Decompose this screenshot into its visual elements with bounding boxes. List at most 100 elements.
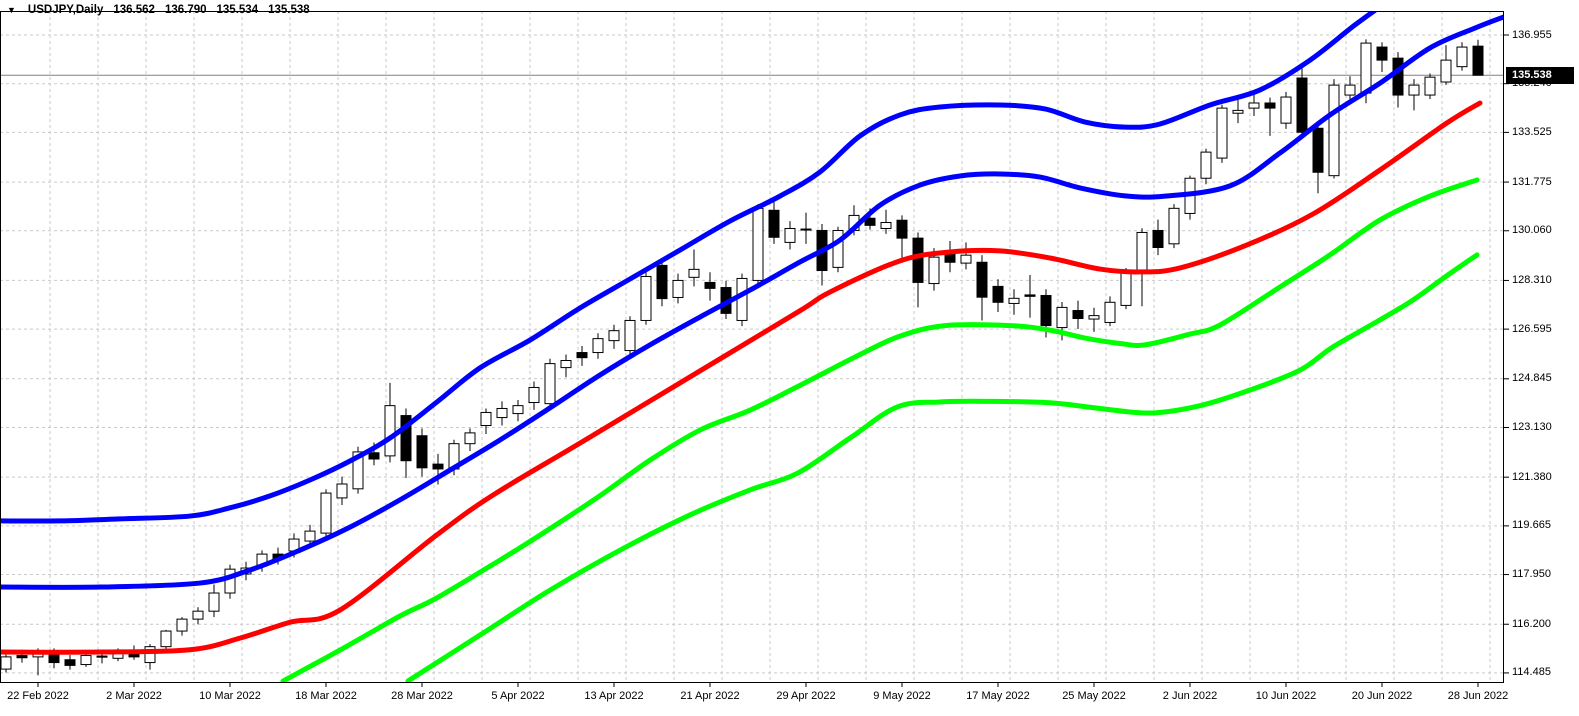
chart-ohlc-header: ▼ USDJPY,Daily 136.562 136.790 135.534 1…	[7, 4, 310, 16]
price-axis-label: 114.485	[1512, 666, 1551, 679]
candle-bearish	[1152, 229, 1164, 249]
candlesticks	[0, 39, 1484, 676]
time-axis-label: 18 Mar 2022	[295, 690, 357, 702]
candle-bullish	[1088, 315, 1100, 320]
current-price-tag: 135.538	[1506, 66, 1574, 84]
candle-bearish	[1024, 294, 1036, 297]
plot-frame	[0, 11, 1504, 683]
candle-bullish	[688, 268, 700, 278]
candle-bullish	[752, 207, 764, 281]
time-axis-label: 20 Jun 2022	[1351, 690, 1413, 702]
candle-bullish	[160, 630, 172, 648]
low-value: 135.534	[216, 4, 259, 16]
price-axis-label: 130.060	[1512, 224, 1552, 237]
candle-bullish	[208, 592, 220, 612]
candle-bullish	[1168, 207, 1180, 245]
candle-bullish	[1456, 46, 1468, 68]
candle-bullish	[192, 610, 204, 620]
candle-bearish	[96, 655, 108, 658]
candle-bearish	[1472, 45, 1484, 76]
candle-bullish	[1216, 107, 1228, 159]
time-axis-label: 9 May 2022	[873, 690, 931, 702]
candle-bullish	[1280, 96, 1292, 124]
time-axis-label: 28 Mar 2022	[391, 690, 453, 702]
candle-bearish	[1376, 46, 1388, 61]
candle-bullish	[1104, 301, 1116, 323]
band-line-lower-band-inner	[280, 177, 1480, 683]
candle-bullish	[592, 338, 604, 354]
price-axis-label: 136.955	[1512, 28, 1552, 41]
candle-bullish	[464, 432, 476, 445]
candle-bullish	[528, 386, 540, 404]
candle-bullish	[1200, 151, 1212, 179]
candle-bullish	[480, 411, 492, 427]
candle-bullish	[544, 363, 556, 405]
candle-bearish	[992, 285, 1004, 303]
time-axis-label: 2 Jun 2022	[1162, 690, 1218, 702]
candle-bearish	[1264, 102, 1276, 109]
candle-bullish	[384, 405, 396, 457]
candle-bearish	[16, 654, 28, 659]
candle-bullish	[672, 279, 684, 298]
band-line-upper-band-inner	[0, 14, 1504, 590]
indicator-bands	[0, 11, 1504, 683]
candle-bullish	[1120, 271, 1132, 306]
candle-bearish	[368, 452, 380, 460]
time-axis-label: 10 Jun 2022	[1255, 690, 1317, 702]
candle-bullish	[352, 451, 364, 490]
price-axis-label: 126.595	[1512, 322, 1552, 335]
price-axis-label: 131.775	[1512, 175, 1552, 188]
open-value: 136.562	[113, 4, 155, 16]
time-axis-label: 22 Feb 2022	[7, 690, 69, 702]
time-axis-label: 2 Mar 2022	[106, 690, 162, 702]
candle-bullish	[1248, 102, 1260, 109]
candle-bullish	[1440, 59, 1452, 83]
price-axis-label: 117.950	[1512, 568, 1551, 581]
time-axis-label: 10 Mar 2022	[199, 690, 261, 702]
symbol-dropdown-icon: ▼	[7, 5, 16, 15]
candle-bullish	[608, 330, 620, 342]
time-axis-label: 29 Apr 2022	[776, 690, 836, 702]
candle-bullish	[1344, 84, 1356, 96]
candle-bullish	[1408, 84, 1420, 96]
candle-bullish	[1424, 76, 1436, 96]
candle-bearish	[416, 435, 428, 469]
candle-bearish	[800, 228, 812, 231]
candle-bullish	[0, 656, 12, 670]
candle-bullish	[928, 256, 940, 285]
candle-bearish	[432, 463, 444, 470]
close-value: 135.538	[268, 4, 310, 16]
candle-bullish	[960, 254, 972, 264]
band-line-middle-band	[0, 100, 1483, 655]
candle-bearish	[768, 209, 780, 238]
candle-bearish	[1392, 57, 1404, 96]
candle-bullish	[1360, 42, 1372, 94]
candle-bearish	[64, 659, 76, 666]
time-axis-label: 25 May 2022	[1062, 690, 1126, 702]
time-axis-label: 5 Apr 2022	[491, 690, 545, 702]
symbol-period-label: USDJPY,Daily	[27, 4, 104, 16]
price-axis-label: 121.380	[1512, 470, 1552, 483]
candle-bullish	[1008, 297, 1020, 304]
candle-bullish	[1136, 231, 1148, 273]
candle-bearish	[1072, 310, 1084, 319]
price-axis-label: 123.130	[1512, 420, 1552, 433]
candle-bullish	[1056, 306, 1068, 329]
candle-bearish	[656, 264, 668, 300]
candle-bullish	[320, 492, 332, 534]
candle-bullish	[784, 227, 796, 243]
band-line-lower-band-outer	[405, 252, 1480, 683]
candle-bullish	[336, 483, 348, 499]
candle-bullish	[880, 222, 892, 229]
candle-bearish	[864, 217, 876, 226]
candle-bullish	[1328, 84, 1340, 177]
candle-bearish	[576, 352, 588, 359]
candle-bullish	[496, 407, 508, 419]
price-axis-label: 119.665	[1512, 519, 1551, 532]
band-line-upper-band-outer	[0, 11, 1379, 524]
price-axis-label: 133.525	[1512, 125, 1552, 138]
candle-bearish	[400, 415, 412, 462]
candle-bullish	[512, 405, 524, 415]
